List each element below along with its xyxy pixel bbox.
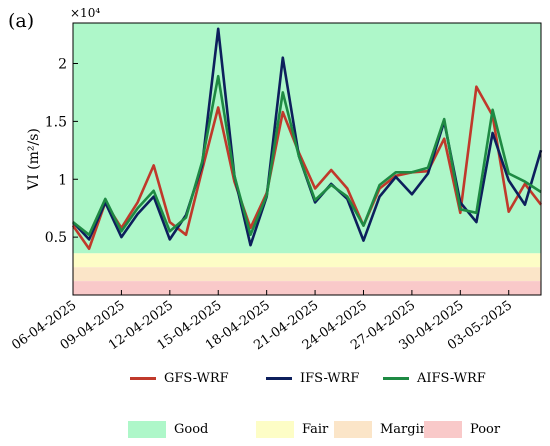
legend-item-poor: Poor [424, 421, 500, 438]
y-axis: 0.5 1 1.5 2 [45, 57, 78, 246]
series-aifs-wrf [72, 74, 542, 237]
band-poor [73, 281, 541, 295]
legend-swatch [266, 377, 292, 380]
legend-item-good: Good [128, 421, 208, 438]
series-gfs-wrf [71, 85, 543, 250]
legend-swatch [256, 421, 294, 438]
x-axis: 06-04-202509-04-202512-04-202515-04-2025… [9, 290, 515, 353]
band-fair [73, 253, 541, 268]
quality-bands [73, 23, 541, 295]
legend-swatch [130, 377, 156, 380]
y-tick-label: 2 [58, 57, 67, 73]
legend-item-fair: Fair [256, 421, 328, 438]
y-tick-label: 0.5 [45, 230, 67, 246]
plot-frame [72, 22, 542, 296]
panel-label: (a) [8, 10, 35, 32]
band-good [73, 23, 541, 254]
legend-item-gfs-wrf: GFS-WRF [130, 371, 229, 386]
y-tick-label: 1 [58, 172, 67, 188]
legend-swatch [424, 421, 462, 438]
series-lines [71, 27, 543, 250]
band-marginal [73, 267, 541, 282]
y-tick-label: 1.5 [45, 114, 67, 130]
legend-swatch [128, 421, 166, 438]
legend-item-ifs-wrf: IFS-WRF [266, 371, 359, 386]
legend-swatch [383, 377, 409, 380]
legend-swatch [334, 421, 372, 438]
legend-label: AIFS-WRF [417, 371, 486, 386]
legend-label: GFS-WRF [164, 371, 229, 386]
legend-label: Fair [302, 422, 329, 437]
legend-label: Poor [470, 422, 501, 437]
y-axis-label: VI (m²/s) [26, 128, 42, 191]
legend-label: Good [174, 422, 209, 437]
legend-label: IFS-WRF [300, 371, 360, 386]
y-exponent-label: ×10⁴ [70, 6, 100, 20]
legend-item-aifs-wrf: AIFS-WRF [383, 371, 486, 386]
